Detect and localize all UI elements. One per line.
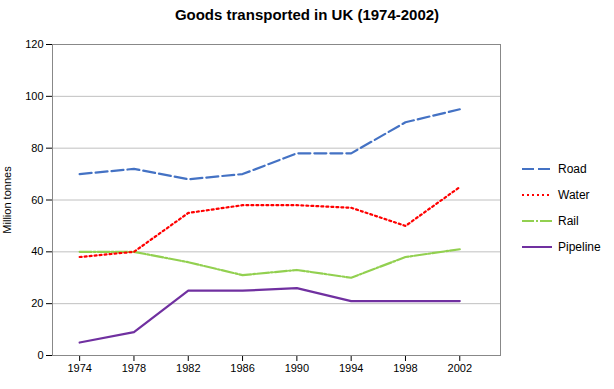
svg-text:40: 40 bbox=[31, 245, 43, 257]
svg-text:1982: 1982 bbox=[176, 362, 200, 374]
html-text:Rail: Rail bbox=[558, 213, 579, 228]
svg-text:1998: 1998 bbox=[393, 362, 417, 374]
svg-text:120: 120 bbox=[25, 38, 43, 50]
svg-text:0: 0 bbox=[37, 349, 43, 361]
svg-text:1978: 1978 bbox=[122, 362, 146, 374]
svg-text:2002: 2002 bbox=[448, 362, 472, 374]
svg-text:1990: 1990 bbox=[285, 362, 309, 374]
svg-text:Million tonnes: Million tonnes bbox=[1, 166, 13, 234]
svg-text:1986: 1986 bbox=[230, 362, 254, 374]
html-text:Road: Road bbox=[558, 161, 587, 176]
svg-text:1974: 1974 bbox=[67, 362, 91, 374]
svg-text:20: 20 bbox=[31, 297, 43, 309]
html-text:Water: Water bbox=[558, 187, 590, 202]
svg-text:80: 80 bbox=[31, 142, 43, 154]
svg-text:60: 60 bbox=[31, 194, 43, 206]
html-text:Pipeline: Pipeline bbox=[558, 239, 601, 254]
html-text:Goods transported in UK (1974-: Goods transported in UK (1974-2002) bbox=[174, 6, 440, 23]
svg-text:1994: 1994 bbox=[339, 362, 363, 374]
svg-text:100: 100 bbox=[25, 90, 43, 102]
